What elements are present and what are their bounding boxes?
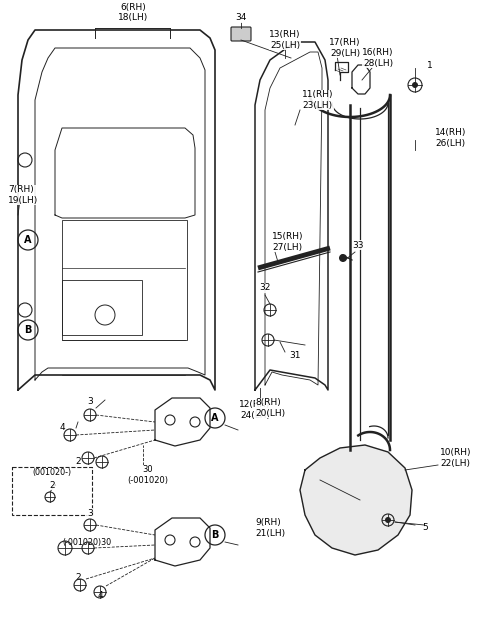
Text: 3: 3 bbox=[87, 398, 93, 406]
Text: A: A bbox=[211, 413, 219, 423]
Text: 10(RH)
22(LH): 10(RH) 22(LH) bbox=[440, 448, 471, 468]
Text: 31: 31 bbox=[289, 350, 301, 360]
Text: 13(RH)
25(LH): 13(RH) 25(LH) bbox=[269, 30, 301, 50]
Text: 32: 32 bbox=[259, 284, 271, 292]
Text: 34: 34 bbox=[235, 13, 247, 23]
Text: A: A bbox=[24, 235, 32, 245]
Text: 33: 33 bbox=[352, 240, 364, 250]
Text: 6(RH)
18(LH): 6(RH) 18(LH) bbox=[118, 3, 148, 22]
Text: 16(RH)
28(LH): 16(RH) 28(LH) bbox=[362, 48, 394, 68]
Text: 2: 2 bbox=[75, 574, 81, 582]
Text: 14(RH)
26(LH): 14(RH) 26(LH) bbox=[435, 128, 467, 148]
Text: 8(RH)
20(LH): 8(RH) 20(LH) bbox=[255, 398, 285, 418]
Text: (001020-): (001020-) bbox=[33, 469, 72, 477]
Text: (-001020)30: (-001020)30 bbox=[62, 538, 111, 547]
Text: 11(RH)
23(LH): 11(RH) 23(LH) bbox=[302, 91, 334, 109]
Polygon shape bbox=[300, 445, 412, 555]
Bar bbox=[62, 280, 142, 335]
Circle shape bbox=[412, 82, 418, 88]
Text: 9(RH)
21(LH): 9(RH) 21(LH) bbox=[255, 518, 285, 538]
Text: 2: 2 bbox=[75, 457, 81, 467]
Text: 30
(-001020): 30 (-001020) bbox=[128, 465, 168, 485]
Text: 7(RH)
19(LH): 7(RH) 19(LH) bbox=[8, 186, 38, 204]
Text: 3: 3 bbox=[87, 508, 93, 518]
Circle shape bbox=[339, 254, 347, 262]
Circle shape bbox=[385, 517, 391, 523]
Text: B: B bbox=[24, 325, 32, 335]
Text: 2: 2 bbox=[49, 481, 55, 489]
Text: 17(RH)
29(LH): 17(RH) 29(LH) bbox=[329, 38, 361, 58]
Bar bbox=[62, 220, 187, 340]
Text: 12(RH)
24(LH): 12(RH) 24(LH) bbox=[240, 400, 271, 420]
Text: 4: 4 bbox=[97, 591, 103, 599]
Text: B: B bbox=[211, 530, 219, 540]
Text: 1: 1 bbox=[427, 60, 433, 69]
Text: 4: 4 bbox=[59, 423, 65, 433]
Text: 5: 5 bbox=[422, 523, 428, 533]
FancyBboxPatch shape bbox=[231, 27, 251, 41]
Text: 15(RH)
27(LH): 15(RH) 27(LH) bbox=[272, 232, 303, 252]
